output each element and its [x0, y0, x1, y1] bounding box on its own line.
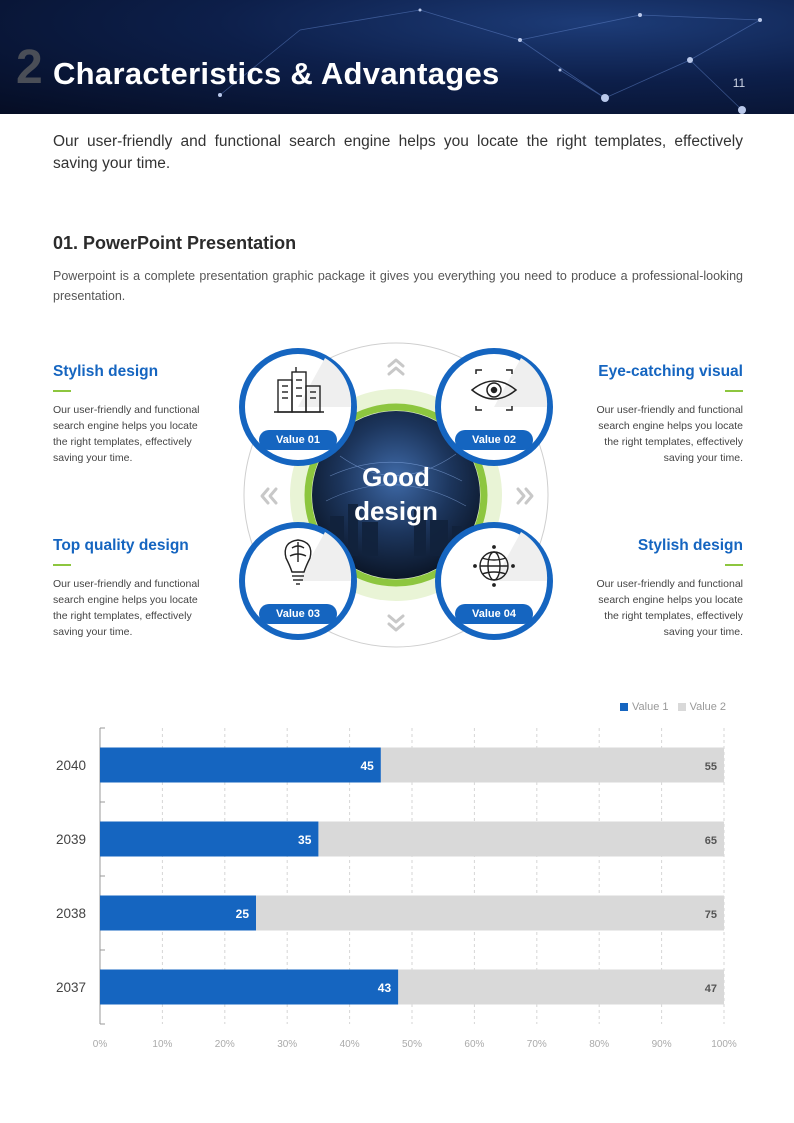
category-label: 2039 [56, 832, 86, 847]
data-label-value-1: 45 [360, 759, 374, 773]
x-tick-label: 100% [711, 1039, 737, 1050]
category-label: 2038 [56, 906, 86, 921]
feature-divider [53, 390, 71, 392]
feature-text: Our user-friendly and functional search … [596, 404, 744, 464]
value-badge-3: Value 03 [259, 604, 337, 624]
x-tick-label: 50% [402, 1039, 422, 1050]
data-label-value-2: 55 [705, 761, 717, 773]
bar-value-2 [318, 821, 724, 857]
chapter-title: Characteristics & Advantages [53, 56, 500, 91]
feature-title: Top quality design [53, 537, 189, 554]
bar-value-2 [380, 747, 724, 783]
data-label-value-1: 35 [298, 833, 312, 847]
section-description: Powerpoint is a complete presentation gr… [53, 269, 743, 303]
category-label: 2037 [56, 980, 86, 995]
bar-value-1 [100, 821, 319, 857]
buildings-icon [274, 367, 324, 413]
x-tick-label: 80% [589, 1039, 609, 1050]
feature-divider [725, 390, 743, 392]
bar-value-2 [256, 895, 724, 931]
feature-text: Our user-friendly and functional search … [53, 578, 200, 638]
feature-text: Our user-friendly and functional search … [53, 404, 200, 464]
brain-bulb-icon [284, 539, 312, 585]
chart-legend: Value 1 Value 2 [614, 701, 726, 713]
feature-title: Stylish design [637, 537, 743, 554]
feature-stylish-design-2: Stylish design Our user-friendly and fun… [587, 536, 743, 640]
page-number: 11 [732, 76, 746, 90]
feature-stylish-design: Stylish design Our user-friendly and fun… [53, 362, 209, 466]
x-tick-label: 30% [277, 1039, 297, 1050]
x-tick-label: 70% [527, 1039, 547, 1050]
globe-icon [473, 545, 515, 587]
feature-divider [53, 564, 71, 566]
bar-value-2 [398, 969, 724, 1005]
legend-label: Value 1 [632, 701, 669, 713]
chevron-right-icon [516, 487, 534, 505]
feature-text: Our user-friendly and functional search … [596, 578, 744, 638]
legend-swatch [620, 703, 628, 712]
x-tick-label: 90% [652, 1039, 672, 1050]
value-badge-2: Value 02 [455, 430, 533, 450]
x-tick-label: 60% [464, 1039, 484, 1050]
feature-title: Eye-catching visual [598, 363, 743, 380]
bar-value-1 [100, 747, 381, 783]
feature-title: Stylish design [53, 363, 159, 380]
data-label-value-1: 25 [236, 907, 250, 921]
category-label: 2040 [56, 758, 86, 773]
chapter-number: 2 [16, 41, 43, 94]
center-line-2: design [354, 496, 438, 526]
feature-eye-catching-visual: Eye-catching visual Our user-friendly an… [587, 362, 743, 466]
chevron-left-icon [260, 487, 278, 505]
x-tick-label: 10% [152, 1039, 172, 1050]
outer-ring [243, 342, 549, 648]
eye-icon [470, 369, 518, 411]
bar-chart: 0% 10% 20% 30% 40% 50% 60% 70% 80% 90% 100% 45 55 204… [56, 727, 737, 1050]
chapter-header: 2 Characteristics & Advantages 11 [0, 0, 794, 114]
data-label-value-1: 43 [378, 981, 392, 995]
data-label-value-2: 65 [705, 835, 717, 847]
value-badge-1: Value 01 [259, 430, 337, 450]
design-diagram: Good design Value 01 Value 02 Value 03 V… [230, 336, 562, 654]
x-tick-label: 0% [93, 1039, 108, 1050]
legend-item-value-1: Value 1 [620, 701, 669, 713]
x-tick-label: 20% [215, 1039, 235, 1050]
data-label-value-2: 47 [705, 983, 717, 995]
bar-value-1 [100, 969, 399, 1005]
bar-value-1 [100, 895, 256, 931]
center-line-1: Good [362, 462, 430, 492]
chevron-down-icon [387, 614, 405, 632]
legend-item-value-2: Value 2 [677, 701, 727, 713]
legend-swatch [677, 703, 686, 712]
legend-label: Value 2 [689, 701, 727, 713]
value-badge-4: Value 04 [455, 604, 533, 624]
diagram-center-label: Good design [346, 460, 446, 528]
data-label-value-2: 75 [705, 909, 717, 921]
network-background [218, 8, 762, 114]
section-title: 01. PowerPoint Presentation [53, 233, 297, 253]
intro-paragraph: Our user-friendly and functional search … [53, 133, 743, 172]
green-ring [304, 403, 488, 587]
feature-top-quality-design: Top quality design Our user-friendly and… [53, 536, 209, 640]
x-tick-label: 40% [340, 1039, 360, 1050]
feature-divider [725, 564, 743, 566]
chevron-up-icon [387, 358, 405, 376]
